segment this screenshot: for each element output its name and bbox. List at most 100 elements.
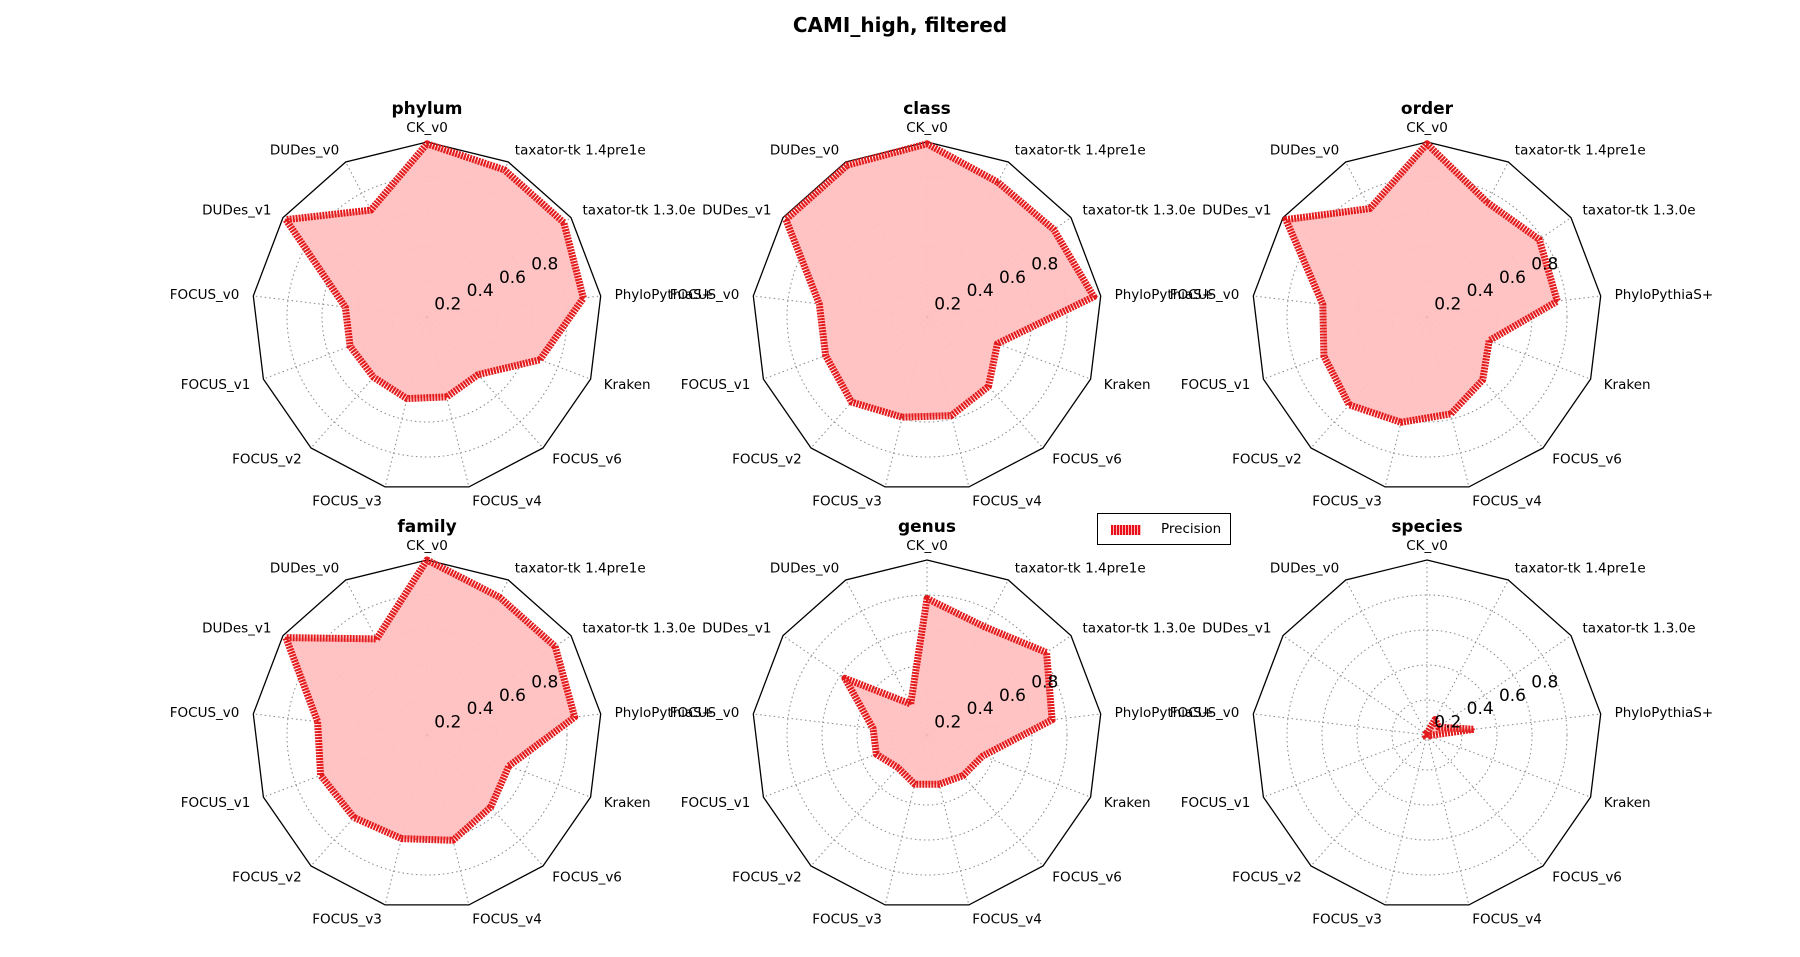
radar-frame [752,559,1102,906]
radial-tick-label: 0.6 [1499,686,1526,706]
radial-tick-label: 0.4 [967,281,994,301]
radar-panel-phylum: 0.2 0.40.60.8 CK_v0 taxator-tk 1.4pre1e taxa… [170,99,713,510]
data-point [372,376,375,379]
category-label: taxator-tk 1.4pre1e [1515,561,1646,577]
series-area-phylum [285,143,584,399]
data-point [1322,355,1325,358]
data-point [284,218,287,221]
category-label: PhyloPythiaS+ [1615,287,1714,303]
data-point [573,716,576,719]
panel-title: genus [898,517,956,537]
category-label: CK_v0 [906,120,948,136]
data-point [349,345,352,348]
radial-tick-label: 0.4 [467,699,494,719]
radial-tick-label: 0.8 [1531,254,1558,274]
grid-circle [1321,629,1533,841]
data-point [850,401,853,404]
data-point [503,168,506,171]
category-label: PhyloPythiaS+ [1115,705,1214,721]
data-point [1426,142,1428,145]
category-label: taxator-tk 1.3.0e [1083,203,1196,219]
data-point [1425,732,1428,735]
data-point [498,596,501,599]
data-point [1051,718,1054,721]
radar-panel-family: 0.2 0.40.60.8 CK_v0 taxator-tk 1.4pre1e taxa… [170,517,713,928]
category-label: FOCUS_v0 [170,705,240,721]
category-label: FOCUS_v4 [972,494,1042,510]
category-label: CK_v0 [406,538,448,554]
category-label: FOCUS_v6 [1552,870,1622,886]
data-point [982,625,985,628]
data-point [507,765,510,767]
category-label: DUDes_v1 [702,203,771,219]
spoke [1263,734,1428,798]
category-label: DUDes_v0 [1270,143,1339,159]
category-label: FOCUS_v2 [232,452,302,468]
panel-title: phylum [392,99,463,119]
radar-frame [252,141,602,488]
panel-title: order [1401,99,1454,119]
category-label: taxator-tk 1.3.0e [583,621,696,637]
data-point [843,677,846,680]
category-label: FOCUS_v0 [1170,705,1240,721]
data-point [1369,207,1372,210]
category-label: taxator-tk 1.4pre1e [1515,143,1646,159]
data-point [1400,421,1402,424]
data-point [1449,412,1452,415]
data-point [987,385,990,388]
category-label: DUDes_v1 [702,621,771,637]
category-label: PhyloPythiaS+ [615,287,714,303]
category-label: DUDes_v1 [1202,621,1271,637]
data-point [1092,295,1095,298]
data-point [405,397,408,400]
data-point [477,373,480,376]
category-label: FOCUS_v2 [732,452,802,468]
category-label: FOCUS_v0 [670,287,740,303]
category-label: DUDes_v0 [1270,561,1339,577]
legend: Precision [1097,513,1231,545]
grid-circle [286,594,568,876]
data-point [1321,303,1324,306]
data-point [369,209,372,212]
data-point [489,806,492,808]
series-line-order [1282,140,1561,426]
data-point [538,358,541,361]
radial-tick-label: 0.6 [999,268,1026,288]
data-point [897,766,899,769]
radial-tick-label: 0.8 [531,254,558,274]
grid-circle [1391,699,1463,771]
category-label: Kraken [1104,795,1151,811]
data-point [1481,378,1484,381]
category-label: PhyloPythiaS+ [615,705,714,721]
radial-tick-label: 0.2 [1434,295,1461,315]
data-point [319,774,322,777]
category-label: FOCUS_v2 [732,870,802,886]
category-label: FOCUS_v1 [181,795,251,811]
data-point [375,637,378,640]
data-point [1052,228,1055,231]
data-point [846,164,849,167]
category-label: DUDes_v0 [270,143,339,159]
category-label: FOCUS_v1 [681,377,751,393]
grid-circle [1286,176,1568,458]
category-label: DUDes_v1 [202,203,271,219]
data-point [452,839,454,842]
data-point [562,221,565,224]
category-label: DUDes_v1 [202,621,271,637]
data-point [981,755,984,758]
category-label: DUDes_v0 [770,143,839,159]
category-label: FOCUS_v1 [181,377,251,393]
category-label: FOCUS_v2 [1232,452,1302,468]
radar-panel-genus: 0.2 0.40.60.8 CK_v0 taxator-tk 1.4pre1e taxa… [670,517,1213,928]
panel-title: family [397,517,456,537]
data-point [784,218,787,221]
legend-label: Precision [1161,521,1222,537]
grid-circle [786,176,1068,458]
category-label: FOCUS_v6 [1552,452,1622,468]
data-point [926,142,928,145]
data-point [818,302,821,305]
series-area-family [285,560,575,841]
radial-tick-label: 0.2 [434,295,461,315]
category-label: CK_v0 [1406,120,1448,136]
